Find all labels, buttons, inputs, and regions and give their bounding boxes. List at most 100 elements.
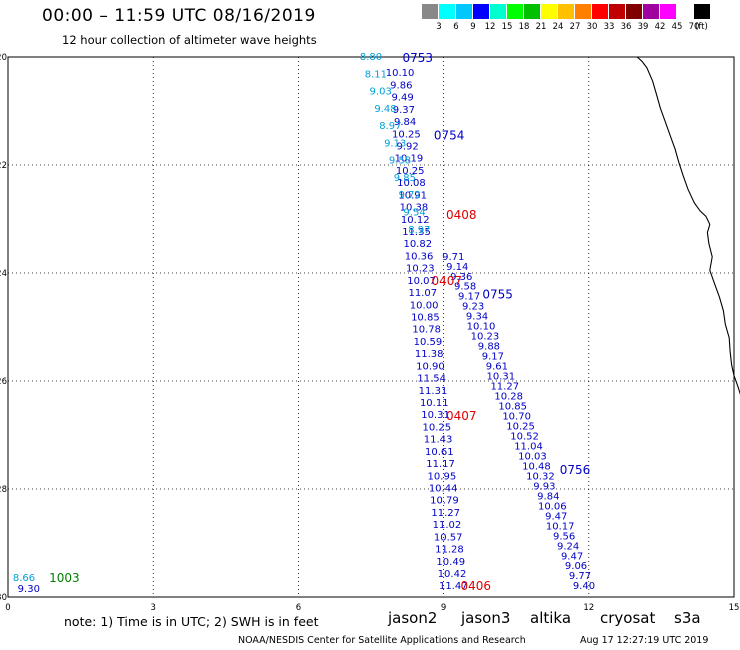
longitude-label: 9: [441, 603, 446, 613]
pass-time-label: 0753: [402, 51, 433, 65]
swh-value: 11.43: [424, 435, 453, 446]
swh-value: 10.91: [398, 190, 427, 201]
swh-value: 9.85: [394, 173, 416, 184]
swh-value: 11.27: [431, 508, 460, 519]
swh-value: 11.35: [402, 227, 431, 238]
latitude-label: -28: [0, 485, 7, 495]
legend-swatch: [643, 4, 659, 19]
swh-value: 10.07: [407, 276, 436, 287]
legend-swatch: [575, 4, 591, 19]
swh-value: 9.77: [569, 571, 591, 582]
legend-label: 45: [671, 22, 683, 32]
legend-swatch: [507, 4, 523, 19]
swh-value: 9.61: [486, 362, 508, 373]
swh-value: 11.17: [426, 459, 455, 470]
swh-value: 10.03: [518, 451, 547, 462]
legend-label: 24: [552, 22, 564, 32]
swh-value: 9.93: [533, 481, 555, 492]
swh-value: 9.86: [390, 80, 412, 91]
swh-value: 10.36: [405, 251, 434, 262]
swh-value: 8.80: [360, 52, 382, 63]
swh-value: 11.02: [433, 520, 462, 531]
legend-label: 21: [535, 22, 547, 32]
legend-label: 3: [436, 22, 442, 32]
swh-value: 9.56: [553, 531, 575, 542]
swh-value: 8.11: [365, 69, 387, 80]
swh-value: 8.97: [379, 121, 401, 132]
pass-time-label: 0406: [461, 579, 492, 593]
latitude-label: -26: [0, 377, 7, 387]
swh-value: 10.25: [422, 422, 451, 433]
legend-label: 36: [620, 22, 632, 32]
swh-value: 11.38: [415, 349, 444, 360]
legend-swatch: [660, 4, 676, 19]
legend-label: 30: [586, 22, 598, 32]
swh-value: 9.47: [561, 551, 583, 562]
longitude-label: 12: [583, 603, 594, 613]
swh-value: 10.23: [406, 264, 435, 275]
coastline: [636, 56, 740, 395]
swh-value: 9.06: [565, 561, 587, 572]
swh-value: 10.10: [386, 68, 415, 79]
swh-value: 10.38: [400, 203, 429, 214]
swh-value: 9.72: [399, 190, 421, 201]
swh-value: 10.79: [430, 496, 459, 507]
legend-swatch: [541, 4, 557, 19]
swh-value: 10.82: [403, 239, 432, 250]
pass-time-label: 0407: [432, 274, 463, 288]
swh-value: 10.61: [425, 447, 454, 458]
legend-label: 33: [603, 22, 615, 32]
legend-swatch: [490, 4, 506, 19]
legend-unit: (ft): [695, 22, 708, 32]
swh-value: 11.28: [435, 545, 464, 556]
longitude-label: 15: [729, 603, 740, 613]
legend-label: 70: [688, 22, 700, 32]
swh-value: 9.92: [397, 141, 419, 152]
longitude-label: 3: [150, 603, 155, 613]
pass-time-label: 0755: [482, 288, 513, 302]
swh-value: 9.24: [557, 541, 579, 552]
swh-value: 10.31: [421, 410, 450, 421]
legend-swatch: [677, 4, 693, 19]
legend-swatch: [422, 4, 438, 19]
swh-value: 10.95: [428, 471, 457, 482]
swh-value: 9.84: [537, 491, 559, 502]
pass-time-label: 0407: [446, 409, 477, 423]
swh-value: 10.57: [434, 532, 463, 543]
pass-time-label: 0408: [446, 208, 477, 222]
latitude-label: -22: [0, 161, 7, 171]
swh-value: 10.25: [506, 421, 535, 432]
swh-value: 11.47: [439, 581, 468, 592]
legend-swatch: [558, 4, 574, 19]
swh-value: 9.71: [442, 252, 464, 263]
legend-swatch: [456, 4, 472, 19]
legend-label: 9: [470, 22, 476, 32]
latitude-label: -24: [0, 269, 7, 279]
credit-line: NOAA/NESDIS Center for Satellite Applica…: [238, 635, 526, 646]
swh-value: 10.85: [498, 402, 527, 413]
swh-value: 9.23: [462, 302, 484, 313]
legend-swatch: [609, 4, 625, 19]
swh-value: 10.70: [502, 412, 531, 423]
swh-value: 9.58: [389, 156, 411, 167]
swh-value: 11.31: [419, 386, 448, 397]
longitude-label: 6: [296, 603, 301, 613]
swh-value: 10.10: [467, 322, 496, 333]
swh-value: 9.17: [482, 352, 504, 363]
swh-value: 10.42: [438, 569, 467, 580]
swh-value: 9.49: [391, 93, 413, 104]
swh-value: 11.04: [514, 441, 543, 452]
swh-value: 8.66: [13, 573, 35, 584]
longitude-label: 0: [5, 603, 10, 613]
satellite-altika: altika: [530, 609, 572, 627]
swh-value: 10.25: [396, 166, 425, 177]
swh-value: 10.78: [412, 325, 441, 336]
legend-label: 42: [654, 22, 666, 32]
swh-value: 11.54: [417, 374, 446, 385]
satellite-jason3: jason3: [461, 609, 511, 627]
swh-value: 10.25: [392, 129, 421, 140]
swh-value: 10.49: [436, 557, 465, 568]
swh-value: 9.47: [545, 511, 567, 522]
legend-swatch: [694, 4, 710, 19]
